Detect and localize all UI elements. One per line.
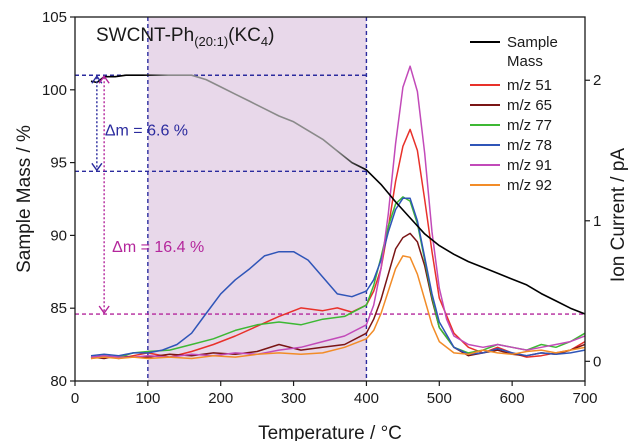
chart-title-main: SWCNT-Ph: [96, 25, 194, 46]
x-axis-title: Temperature / °C: [258, 423, 402, 441]
y2-tick-label-0: 0: [593, 353, 601, 370]
delta-arrow-head-bottom-0: [91, 162, 103, 172]
x-tick-label-200: 200: [208, 390, 233, 407]
series-line-m-z-91: [90, 65, 585, 358]
delta-label-1: Δm = 16.4 %: [112, 239, 204, 256]
y2-axis-title: Ion Current / pA: [608, 148, 629, 282]
y-tick-label-105: 105: [42, 9, 67, 26]
y-tick-label-95: 95: [50, 155, 67, 172]
legend: Sample Mass m/z 51 m/z 65 m/z 77 m/z 78 m/z 91…: [470, 34, 558, 194]
reference-lines-layer: [75, 17, 585, 381]
chart-title-end: ): [268, 25, 274, 46]
y2-tick-label-1: 1: [593, 213, 601, 230]
chart-title-mid: (KC: [228, 25, 261, 46]
chart-title-sub2: 4: [261, 34, 268, 49]
shaded-region-layer: [147, 17, 367, 381]
series-line-sample-mass: [90, 74, 585, 315]
x-tick-label-0: 0: [71, 390, 79, 407]
legend-label-m-z-92: m/z 92: [507, 177, 552, 194]
legend-label-m-z-65: m/z 65: [507, 97, 552, 114]
delta-arrow-head-top-1: [98, 75, 110, 84]
delta-label-0: Δm = 6.6 %: [105, 123, 188, 140]
series-layer: [90, 65, 585, 360]
y-tick-label-100: 100: [42, 82, 67, 99]
legend-label-sample-mass: Sample: [507, 34, 558, 51]
axes-layer: 0 100 200 300 400 500 600 700 80 85 90 95 100 105 0 1 2: [42, 9, 601, 407]
annotations-layer: Δm = 6.6 % Δm = 16.4 %: [91, 75, 204, 315]
x-tick-label-100: 100: [135, 390, 160, 407]
legend-label-m-z-51: m/z 51: [507, 77, 552, 94]
plot-frame: [74, 16, 586, 382]
y-tick-label-80: 80: [50, 373, 67, 390]
delta-arrow-head-bottom-1: [98, 305, 110, 315]
x-tick-label-300: 300: [281, 390, 306, 407]
legend-label-sample-mass-line2: Mass: [507, 53, 543, 70]
x-tick-label-400: 400: [354, 390, 379, 407]
x-tick-label-700: 700: [572, 390, 597, 407]
x-tick-label-500: 500: [427, 390, 452, 407]
chart-title: SWCNT-Ph(20:1)(KC4): [96, 25, 274, 49]
y-tick-label-90: 90: [50, 227, 67, 244]
legend-label-m-z-78: m/z 78: [507, 137, 552, 154]
x-tick-label-600: 600: [500, 390, 525, 407]
y-tick-label-85: 85: [50, 300, 67, 317]
legend-label-m-z-91: m/z 91: [507, 157, 552, 174]
series-line-m-z-92: [90, 255, 585, 360]
legend-label-m-z-77: m/z 77: [507, 117, 552, 134]
y-axis-title: Sample Mass / %: [14, 125, 35, 273]
chart-title-sub: (20:1): [194, 34, 228, 49]
y2-tick-label-2: 2: [593, 72, 601, 89]
shaded-region: [147, 17, 367, 381]
